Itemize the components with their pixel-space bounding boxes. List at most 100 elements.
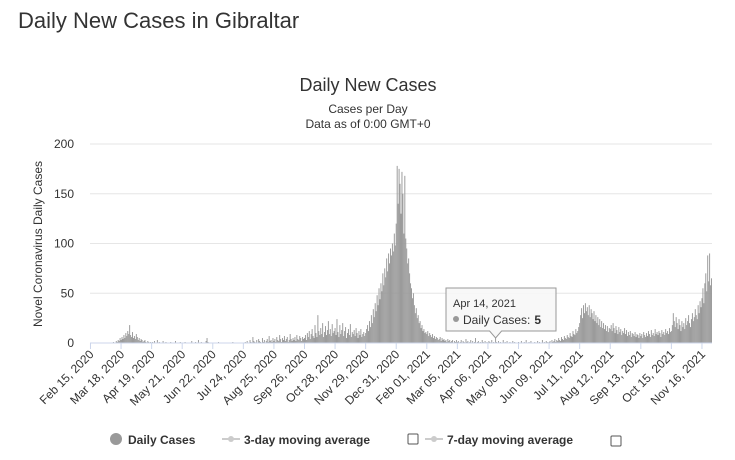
bar — [342, 323, 344, 343]
bar — [132, 338, 134, 343]
bar — [603, 323, 605, 343]
bar — [364, 336, 366, 343]
bar — [559, 340, 561, 343]
bar — [551, 340, 553, 343]
bar — [701, 298, 703, 343]
bar — [596, 323, 598, 343]
bar — [594, 321, 596, 343]
bar — [288, 340, 290, 343]
bar — [400, 213, 402, 343]
bar — [433, 336, 435, 343]
bar — [132, 332, 133, 343]
bar — [355, 328, 357, 343]
bar — [619, 332, 621, 343]
bar — [385, 277, 387, 343]
bar — [368, 321, 370, 343]
bar — [541, 340, 543, 343]
bar — [686, 325, 688, 343]
bar — [395, 223, 397, 343]
bar — [583, 313, 585, 343]
bar — [409, 273, 411, 343]
bar — [646, 333, 648, 343]
bar — [310, 334, 312, 343]
bar — [133, 336, 135, 343]
bar — [506, 341, 508, 343]
bar — [663, 332, 665, 343]
bar — [455, 340, 457, 343]
bar — [339, 325, 341, 343]
bar — [266, 339, 268, 343]
bar — [439, 337, 441, 343]
bar — [645, 337, 647, 343]
bar — [614, 333, 616, 343]
bar — [352, 334, 354, 343]
bar — [205, 341, 207, 343]
bar — [370, 315, 372, 343]
bar — [700, 307, 702, 343]
bar — [383, 285, 385, 343]
bar — [679, 325, 681, 343]
legend-checkbox[interactable] — [610, 435, 622, 447]
bar — [441, 338, 443, 343]
bar — [697, 305, 699, 343]
bar — [309, 339, 311, 343]
bar — [667, 331, 669, 343]
bar — [362, 334, 364, 343]
bar — [622, 331, 624, 343]
bar — [557, 341, 559, 343]
bar — [462, 341, 464, 343]
bar — [711, 278, 712, 343]
bar — [593, 311, 595, 343]
bar — [640, 336, 642, 343]
y-tick-label: 200 — [54, 137, 74, 151]
bar — [565, 339, 567, 343]
bar — [274, 339, 276, 343]
bar — [332, 333, 334, 343]
bar — [484, 341, 486, 343]
bar — [405, 238, 407, 343]
bar — [388, 253, 390, 343]
bar — [127, 331, 129, 343]
bar — [315, 333, 317, 343]
bar — [623, 333, 625, 343]
bar — [626, 330, 627, 343]
bar — [612, 323, 614, 343]
legend-checkbox[interactable] — [407, 433, 419, 445]
bar — [318, 331, 320, 343]
bar — [412, 293, 414, 343]
bar — [429, 333, 431, 343]
bar — [134, 339, 136, 343]
tooltip-box — [445, 287, 557, 339]
bar — [525, 340, 527, 343]
bar — [696, 319, 698, 343]
bar — [662, 334, 664, 343]
bar — [709, 253, 711, 343]
bar — [579, 323, 581, 343]
bar — [351, 332, 353, 343]
tooltip-marker — [453, 316, 459, 322]
bar — [691, 313, 693, 343]
bar — [313, 338, 315, 343]
bar — [598, 325, 600, 343]
legend-label: Daily Cases — [128, 433, 196, 447]
bar — [256, 340, 258, 343]
bar — [341, 330, 343, 343]
bar — [261, 338, 263, 343]
bar — [374, 303, 376, 343]
bar — [296, 335, 298, 343]
bar — [367, 325, 369, 343]
bar — [368, 331, 369, 343]
bar — [694, 309, 696, 343]
bar — [118, 341, 120, 343]
bar — [319, 335, 321, 343]
bar — [658, 331, 660, 343]
bar — [647, 331, 649, 343]
y-tick-label: 150 — [54, 187, 74, 201]
bar — [669, 332, 671, 343]
bar — [595, 315, 597, 343]
bar — [306, 333, 308, 343]
bar — [616, 330, 618, 343]
bar — [621, 335, 623, 343]
bar — [592, 319, 594, 343]
bar — [477, 341, 479, 343]
